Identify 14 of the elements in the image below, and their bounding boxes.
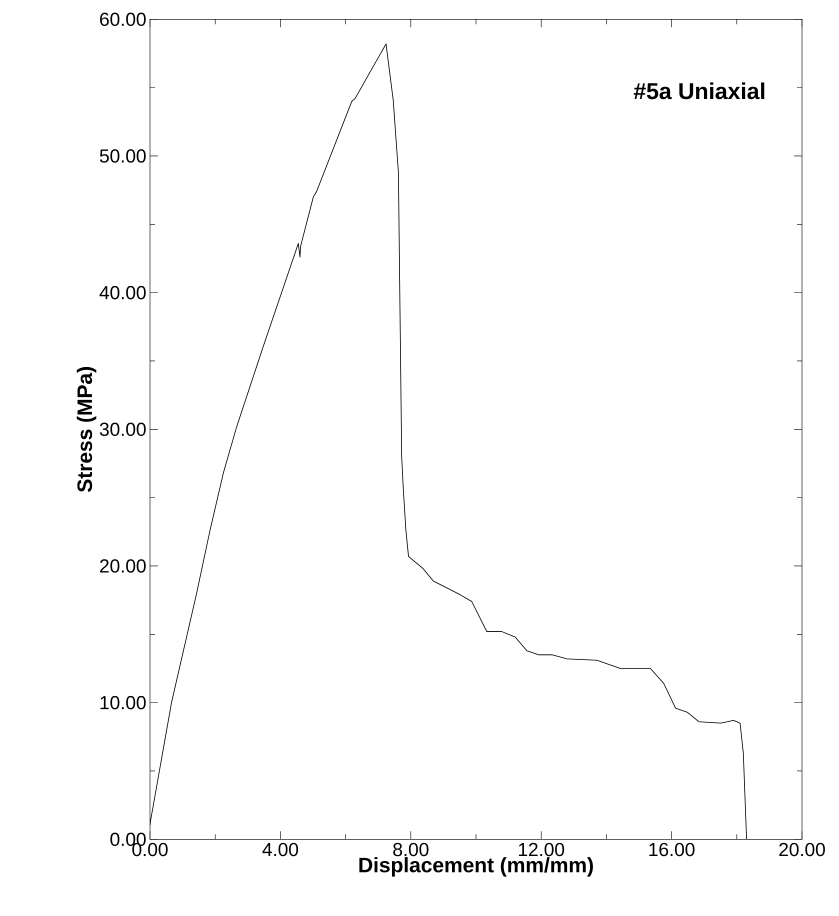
x-tick-label: 16.00 <box>649 842 695 856</box>
x-tick-label: 4.00 <box>262 842 298 856</box>
text: #5a Uniaxial <box>634 82 764 100</box>
x-axis-title: Displacement (mm/mm) <box>359 857 593 877</box>
y-tick-label: 20.00 <box>100 559 146 573</box>
y-tick-label: 30.00 <box>100 422 146 436</box>
y-tick-label: 60.00 <box>100 12 146 26</box>
x-tick-label: 12.00 <box>518 842 564 856</box>
y-axis-title: Stress (MPa) <box>76 367 96 492</box>
x-tick-label: 8.00 <box>393 842 428 856</box>
y-tick-label: 10.00 <box>100 696 146 710</box>
x-tick-label: 20.00 <box>779 842 825 856</box>
y-tick-label: 40.00 <box>100 286 146 300</box>
y-tick-label: 50.00 <box>100 149 146 163</box>
